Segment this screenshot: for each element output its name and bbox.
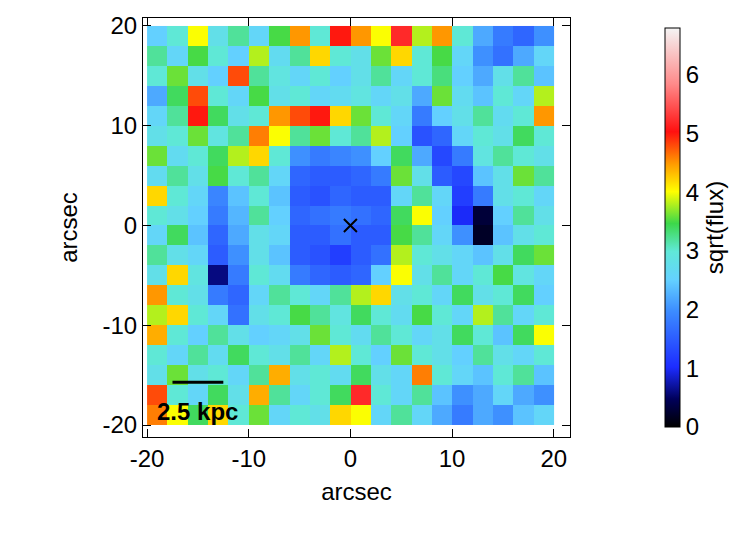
svg-text:20: 20 bbox=[110, 12, 137, 39]
svg-text:arcsec: arcsec bbox=[55, 192, 82, 263]
svg-text:arcsec: arcsec bbox=[321, 478, 392, 505]
svg-text:2: 2 bbox=[686, 296, 699, 323]
svg-text:4: 4 bbox=[686, 179, 699, 206]
svg-text:3: 3 bbox=[686, 237, 699, 264]
svg-text:1: 1 bbox=[686, 355, 699, 382]
svg-text:5: 5 bbox=[686, 120, 699, 147]
svg-text:0: 0 bbox=[344, 445, 357, 472]
svg-text:2.5 kpc: 2.5 kpc bbox=[157, 398, 238, 425]
svg-text:10: 10 bbox=[439, 445, 466, 472]
svg-text:0: 0 bbox=[124, 212, 137, 239]
svg-text:6: 6 bbox=[686, 61, 699, 88]
svg-text:20: 20 bbox=[540, 445, 567, 472]
svg-text:10: 10 bbox=[110, 112, 137, 139]
svg-text:sqrt(flux): sqrt(flux) bbox=[701, 181, 728, 274]
svg-text:-20: -20 bbox=[130, 445, 165, 472]
svg-text:-10: -10 bbox=[103, 312, 138, 339]
svg-text:0: 0 bbox=[686, 413, 699, 440]
svg-text:-10: -10 bbox=[231, 445, 266, 472]
svg-text:-20: -20 bbox=[103, 411, 138, 438]
